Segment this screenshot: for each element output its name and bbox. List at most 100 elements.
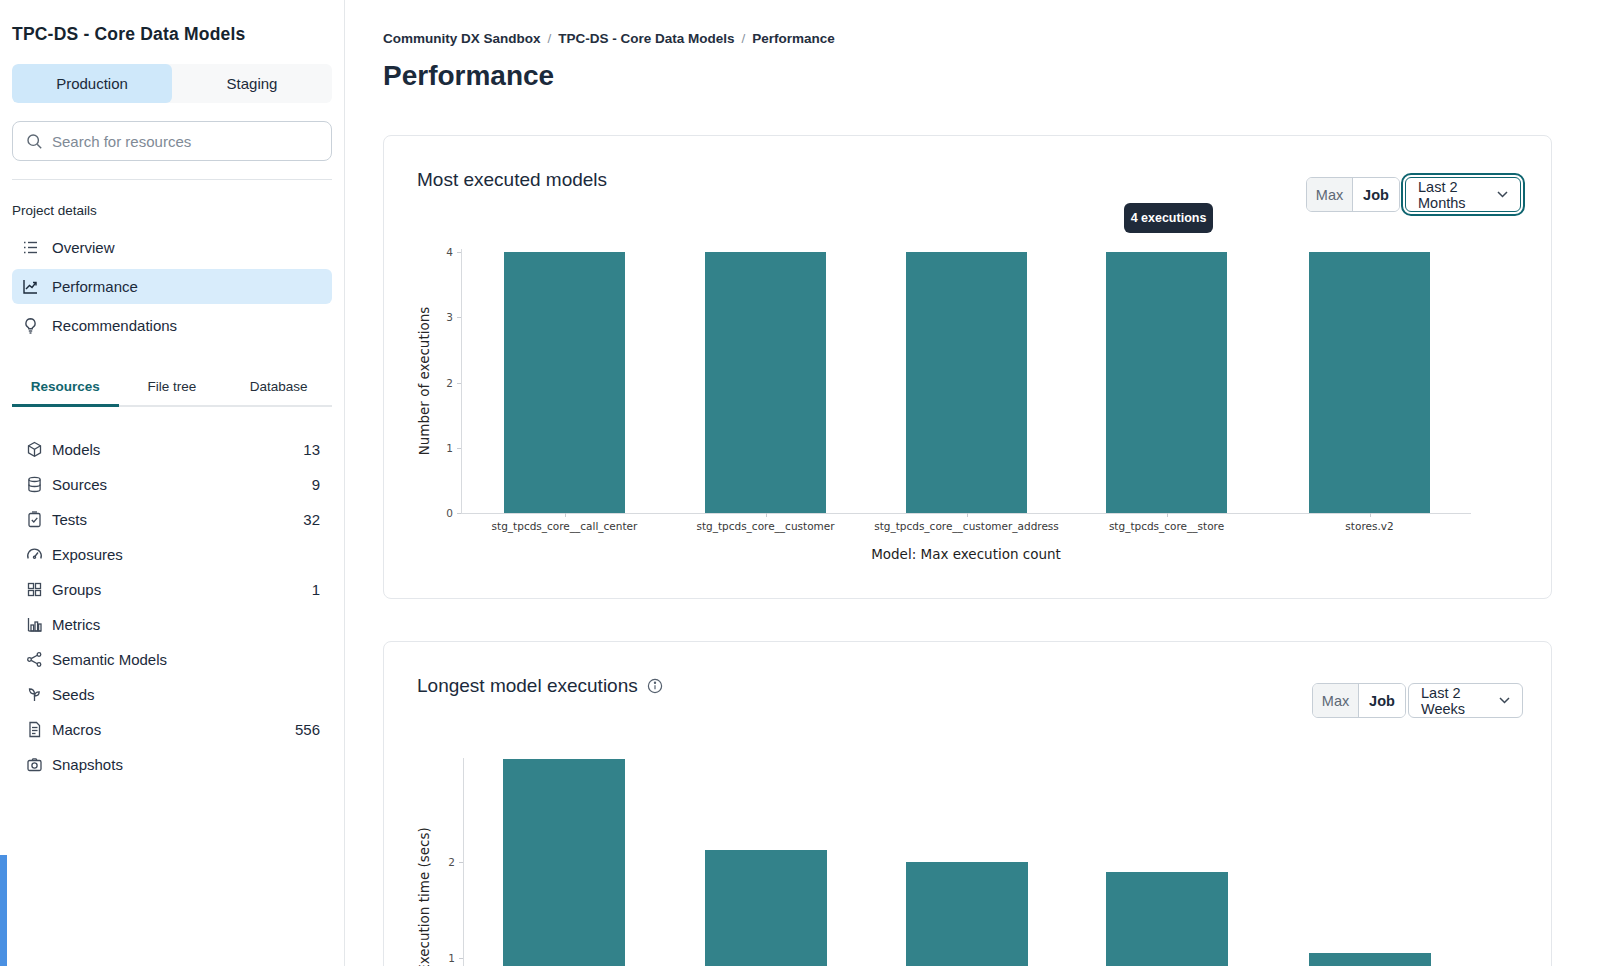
bar-stg_tpcds_core__call_center[interactable] [504,252,625,513]
resource-label: Seeds [52,686,95,703]
y-tick-mark [457,448,461,449]
resource-item-macros[interactable]: Macros 556 [12,712,332,747]
x-tick-mark [565,513,566,517]
sidebar-item-performance[interactable]: Performance [12,269,332,304]
x-tick-mark [1167,513,1168,517]
tab-database[interactable]: Database [225,379,332,405]
sidebar-scrollbar[interactable] [0,855,7,966]
resource-item-sources[interactable]: Sources 9 [12,467,332,502]
list-icon [22,239,39,256]
y-axis-line [463,758,464,966]
x-axis-label: stg_tpcds_core__store [1109,520,1224,532]
bar-stores.v2[interactable] [1309,252,1430,513]
y-tick-label: 2 [448,856,455,868]
y-tick-mark [459,862,463,863]
y-tick-label: 2 [446,377,453,389]
x-tick-mark [1370,513,1371,517]
lightbulb-icon [22,317,39,334]
breadcrumb-project[interactable]: TPC-DS - Core Data Models [558,31,734,46]
sidebar-divider [12,179,332,180]
branch-icon [26,651,43,668]
resource-item-semantic-models[interactable]: Semantic Models [12,642,332,677]
breadcrumb-separator: / [541,31,559,46]
breadcrumb: Community DX Sandbox/TPC-DS - Core Data … [383,31,835,46]
y-tick-mark [457,383,461,384]
project-details-label: Project details [12,203,332,218]
resource-item-metrics[interactable]: Metrics [12,607,332,642]
resource-item-seeds[interactable]: Seeds [12,677,332,712]
sidebar-item-recommendations[interactable]: Recommendations [12,308,332,343]
search-icon [26,133,43,150]
resource-count: 32 [303,511,320,528]
search-input[interactable] [52,133,318,150]
project-nav: Overview Performance Recommendations [12,230,332,343]
y-tick-mark [457,252,461,253]
sidebar-item-label: Overview [52,239,115,256]
bar-series-3[interactable] [1106,872,1228,966]
cube-icon [26,441,43,458]
x-axis-label: stg_tpcds_core__customer [696,520,834,532]
bar-series-4[interactable] [1309,953,1431,966]
tab-resources[interactable]: Resources [12,379,119,405]
sidebar-item-label: Recommendations [52,317,177,334]
resource-count: 13 [303,441,320,458]
bar-series-1[interactable] [705,850,827,966]
gauge-icon [26,546,43,563]
sidebar-item-overview[interactable]: Overview [12,230,332,265]
resource-item-exposures[interactable]: Exposures [12,537,332,572]
bar-stg_tpcds_core__store[interactable] [1106,252,1227,513]
main-content: Community DX Sandbox/TPC-DS - Core Data … [346,0,1621,966]
resources-list: Models 13 Sources 9 Tests [12,432,332,782]
breadcrumb-current: Performance [752,31,835,46]
x-axis-label: stg_tpcds_core__customer_address [874,520,1059,532]
y-axis-title: Execution time (secs) [416,827,432,966]
resource-count: 556 [295,721,320,738]
resource-label: Semantic Models [52,651,167,668]
x-axis-label: stg_tpcds_core__call_center [492,520,638,532]
project-title: TPC-DS - Core Data Models [12,24,332,45]
bar-series-0[interactable] [503,759,625,966]
y-tick-label: 0 [446,507,453,519]
resource-label: Sources [52,476,107,493]
y-axis-title: Number of executions [416,307,432,456]
sidebar: TPC-DS - Core Data Models Production Sta… [0,0,345,966]
search-box[interactable] [12,121,332,161]
bar-series-2[interactable] [906,862,1028,966]
x-axis-title: Model: Max execution count [461,546,1471,562]
bar-chart-icon [26,616,43,633]
production-toggle-button[interactable]: Production [12,64,172,103]
resource-item-snapshots[interactable]: Snapshots [12,747,332,782]
resource-item-models[interactable]: Models 13 [12,432,332,467]
clipboard-check-icon [26,511,43,528]
tab-file-tree[interactable]: File tree [119,379,226,405]
x-tick-mark [766,513,767,517]
y-tick-label: 1 [446,442,453,454]
resource-count: 1 [312,581,320,598]
most-executed-models-card: Most executed models Max Job Last 2 Mont… [383,135,1552,599]
sidebar-tabs: Resources File tree Database [12,379,332,407]
most-executed-models-chart: 43210stg_tpcds_core__call_centerstg_tpcd… [384,136,1551,598]
x-tick-mark [967,513,968,517]
resource-label: Metrics [52,616,100,633]
bar-stg_tpcds_core__customer[interactable] [705,252,826,513]
staging-toggle-button[interactable]: Staging [172,64,332,103]
breadcrumb-account[interactable]: Community DX Sandbox [383,31,541,46]
y-tick-mark [459,958,463,959]
sidebar-item-label: Performance [52,278,138,295]
breadcrumb-separator: / [735,31,753,46]
resource-count: 9 [312,476,320,493]
y-tick-mark [457,513,461,514]
longest-model-executions-card: Longest model executions Max Job Last 2 … [383,641,1552,966]
y-tick-label: 4 [446,246,453,258]
resource-item-groups[interactable]: Groups 1 [12,572,332,607]
resource-item-tests[interactable]: Tests 32 [12,502,332,537]
environment-toggle: Production Staging [12,64,332,103]
camera-icon [26,756,43,773]
resource-label: Exposures [52,546,123,563]
y-tick-mark [457,317,461,318]
bar-stg_tpcds_core__customer_address[interactable] [906,252,1027,513]
x-axis-label: stores.v2 [1345,520,1393,532]
resource-label: Snapshots [52,756,123,773]
file-text-icon [26,721,43,738]
database-icon [26,476,43,493]
